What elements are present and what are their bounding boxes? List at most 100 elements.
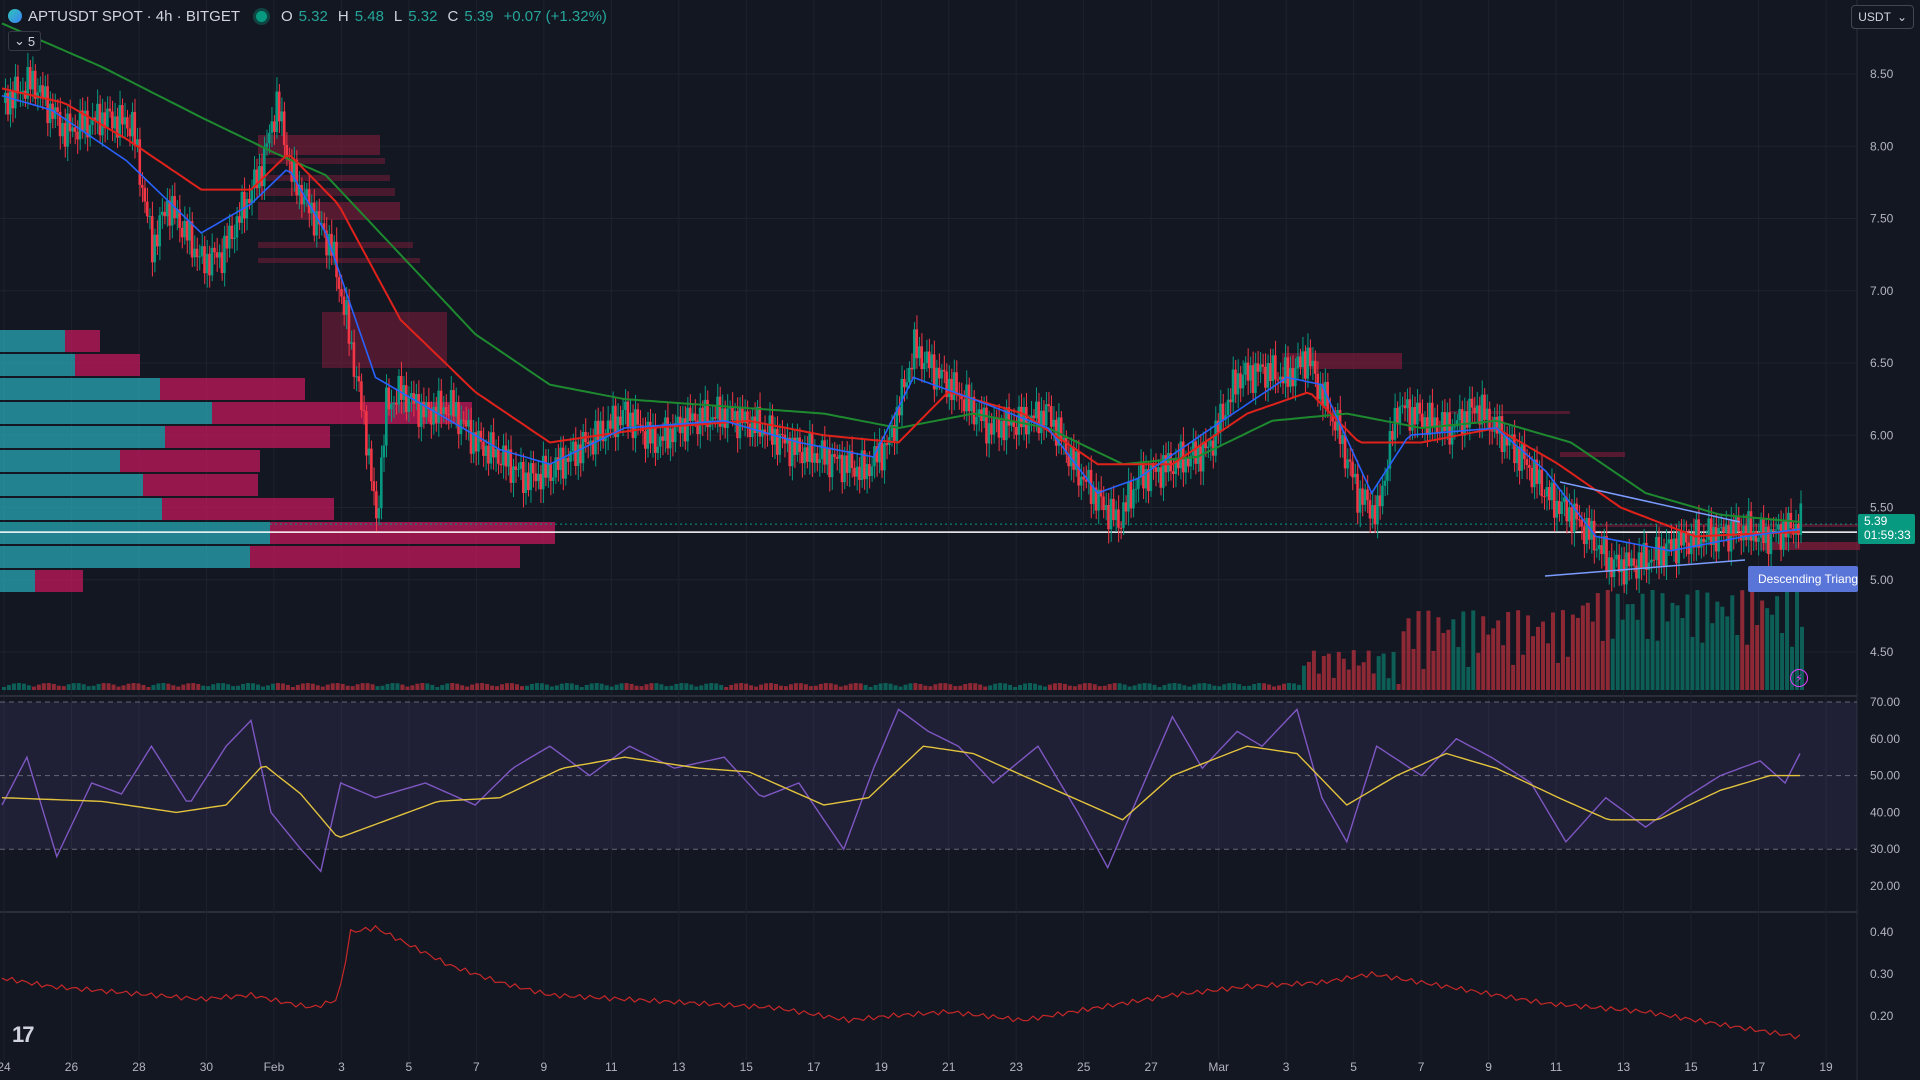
candle-body [830,454,834,478]
candle-body [1799,503,1803,535]
volume-bar [1296,684,1301,690]
tradingview-logo-icon[interactable]: 17 [12,1022,35,1047]
candle-body [1221,403,1225,420]
candle-body [711,417,714,421]
candle-body [1204,441,1207,449]
candle-body [1386,468,1389,481]
candle-body [853,467,856,477]
aptos-logo-icon [8,9,22,23]
candle-body [1538,469,1541,484]
candle-body [422,401,425,418]
candle-body [619,416,622,426]
candle-body [36,92,39,99]
pattern-label[interactable]: Descending Triangle [1748,566,1858,592]
volume-bar [425,683,430,690]
candle-body [108,108,112,112]
currency-value: USDT [1858,10,1891,24]
candle-body [544,455,547,478]
volume-bar [1127,686,1132,690]
volume-bar [340,683,345,690]
close-label: C [447,7,459,25]
candle-body [375,491,378,519]
volume-bar [345,685,350,690]
candle-body [345,300,348,315]
candle-body [688,407,692,421]
candle-body [950,378,953,401]
candle-body [1465,411,1469,428]
candle-body [1161,455,1165,488]
candle-body [1625,552,1628,585]
candle-body [673,423,677,443]
candle-body [1039,410,1043,434]
candle-body [858,466,861,480]
volume-bar [1506,611,1511,690]
candle-body [1391,431,1394,440]
volume-bar [1316,673,1321,690]
rsi-tick-label: 60.00 [1870,732,1900,746]
bolt-icon[interactable]: ⚡ [1790,669,1808,687]
volume-bar [1142,683,1147,690]
candle-body [1739,530,1743,541]
last-price-label: 5.39 01:59:33 [1858,514,1915,544]
currency-selector[interactable]: USDT ⌄ [1851,5,1914,29]
volume-bar [1331,677,1336,690]
volume-bar [1023,683,1028,690]
volume-bar [1446,629,1451,690]
volume-bar [260,686,265,690]
volume-bar [749,685,754,690]
candle-body [726,408,729,428]
volume-profile-up-bar [0,522,270,544]
candle-body [168,200,171,226]
candle-body [1044,404,1048,426]
volume-bar [310,683,315,690]
candle-body [1572,503,1576,533]
volume-bar [156,683,161,690]
symbol-header[interactable]: APTUSDT SPOT · 4h · BITGET O 5.32 H 5.48 L… [8,5,611,27]
symbol-title[interactable]: APTUSDT SPOT · 4h · BITGET [28,7,240,25]
volume-bar [938,683,943,690]
volume-profile-down-bar [75,354,140,376]
volume-bar [251,683,256,690]
candle-body [342,296,346,315]
volume-bar [1057,683,1062,690]
volume-bar [315,685,320,690]
candle-body [1191,441,1195,456]
volume-bar [1575,617,1580,690]
candle-body [1754,531,1758,542]
candle-body [1134,488,1138,490]
candle-body [1017,406,1021,435]
indicators-collapse-button[interactable]: ⌄ 5 [8,31,42,51]
volume-profile-down-bar [162,498,334,520]
volume-bar [1695,590,1700,690]
candle-body [1159,467,1163,488]
candle-body [285,144,288,160]
candle-body [1266,363,1270,388]
rsi-tick-label: 30.00 [1870,842,1900,856]
candle-body [377,508,381,519]
candle-body [46,86,49,124]
volume-profile-down-bar [250,546,520,568]
volume-bar [1545,643,1550,690]
volume-bar [1700,642,1705,690]
candle-body [499,463,503,466]
volume-bar [1177,683,1182,690]
candle-body [1525,459,1529,465]
volume-bar [236,685,241,690]
candle-body [606,420,610,437]
candle-body [825,448,829,465]
candle-body [666,417,670,449]
supply-zone-box [1580,524,1860,527]
volume-bar [1690,636,1695,690]
candle-body [766,434,769,436]
volume-bar [320,686,325,690]
candle-body [228,225,231,249]
moving-average-fast-line [1,94,1801,552]
candle-body [1007,407,1011,426]
candle-body [1099,489,1103,497]
candle-body [616,416,620,438]
candle-body [429,409,433,425]
volume-bar [221,683,226,690]
candle-body [93,117,97,121]
volume-bar [256,684,261,690]
